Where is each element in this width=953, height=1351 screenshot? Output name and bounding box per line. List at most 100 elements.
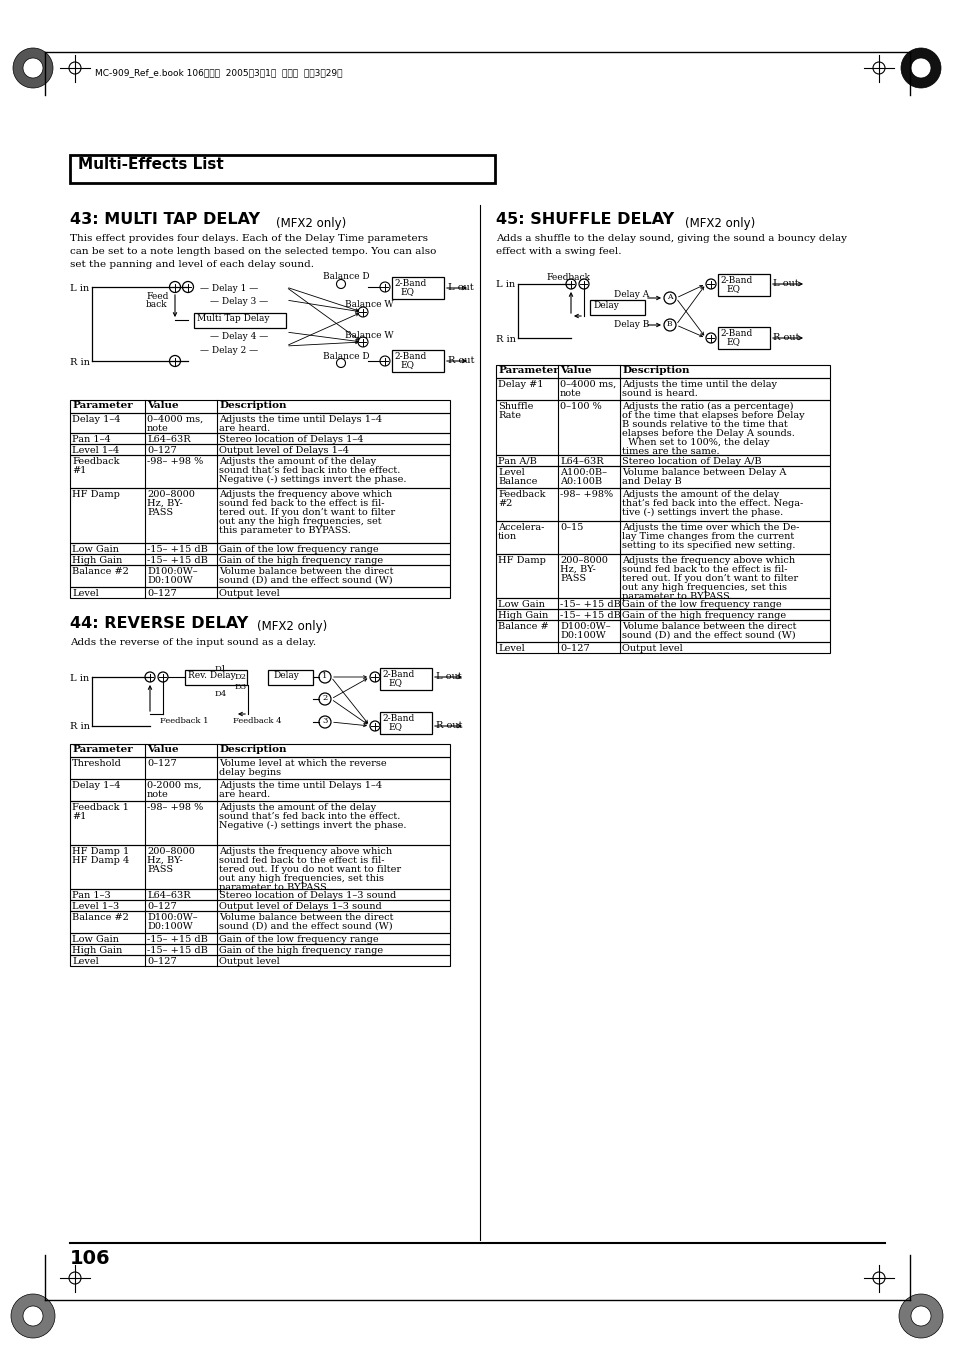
- Text: and Delay B: and Delay B: [621, 477, 681, 486]
- Text: Volume balance between the direct: Volume balance between the direct: [219, 913, 393, 921]
- Text: HF Damp 4: HF Damp 4: [71, 857, 129, 865]
- Bar: [70, 757, 450, 780]
- Bar: [589, 300, 644, 315]
- Text: note: note: [147, 790, 169, 798]
- Text: sound that’s fed back into the effect.: sound that’s fed back into the effect.: [219, 466, 400, 476]
- Circle shape: [663, 319, 676, 331]
- Text: sound (D) and the effect sound (W): sound (D) and the effect sound (W): [219, 576, 393, 585]
- Text: D100:0W–: D100:0W–: [147, 567, 197, 576]
- Text: #2: #2: [497, 499, 512, 508]
- Text: 0-2000 ms,: 0-2000 ms,: [147, 781, 201, 790]
- Bar: [185, 670, 247, 685]
- Text: Delay B: Delay B: [614, 320, 649, 330]
- Text: tion: tion: [497, 532, 517, 540]
- Bar: [496, 609, 829, 620]
- Text: Accelera-: Accelera-: [497, 523, 544, 532]
- Text: D2: D2: [234, 673, 247, 681]
- Bar: [496, 378, 829, 400]
- Text: Volume balance between the direct: Volume balance between the direct: [219, 567, 393, 576]
- Bar: [70, 400, 450, 413]
- Text: Negative (-) settings invert the phase.: Negative (-) settings invert the phase.: [219, 821, 406, 830]
- Text: back: back: [146, 300, 168, 309]
- Text: lay Time changes from the current: lay Time changes from the current: [621, 532, 794, 540]
- Circle shape: [318, 671, 331, 684]
- Text: Balance: Balance: [497, 477, 537, 486]
- Text: -15– +15 dB: -15– +15 dB: [559, 611, 620, 620]
- Text: Level 1–4: Level 1–4: [71, 446, 119, 455]
- Text: L in: L in: [496, 280, 515, 289]
- Text: Output level of Delays 1–4: Output level of Delays 1–4: [219, 446, 349, 455]
- Bar: [70, 543, 450, 554]
- Text: 0–127: 0–127: [147, 759, 176, 767]
- Text: Balance W: Balance W: [345, 331, 394, 340]
- Text: -15– +15 dB: -15– +15 dB: [147, 544, 208, 554]
- Text: -98– +98%: -98– +98%: [559, 490, 613, 499]
- Text: Value: Value: [559, 366, 591, 376]
- Text: Hz, BY-: Hz, BY-: [559, 565, 595, 574]
- Text: 0–127: 0–127: [147, 446, 176, 455]
- Bar: [70, 155, 495, 182]
- Text: times are the same.: times are the same.: [621, 447, 719, 457]
- Text: sound fed back to the effect is fil-: sound fed back to the effect is fil-: [219, 499, 384, 508]
- Bar: [268, 670, 313, 685]
- Text: (MFX2 only): (MFX2 only): [684, 218, 755, 230]
- Text: D1: D1: [214, 665, 227, 673]
- Text: Pan 1–4: Pan 1–4: [71, 435, 111, 444]
- Text: MC-909_Ref_e.book 106ページ  2005年3月1日  火曜日  午後3時29分: MC-909_Ref_e.book 106ページ 2005年3月1日 火曜日 午…: [95, 68, 342, 77]
- Bar: [496, 400, 829, 455]
- Text: Pan A/B: Pan A/B: [497, 457, 537, 466]
- Text: sound fed back to the effect is fil-: sound fed back to the effect is fil-: [219, 857, 384, 865]
- Bar: [496, 365, 829, 378]
- Text: Low Gain: Low Gain: [71, 935, 119, 944]
- Text: Feedback 1: Feedback 1: [71, 802, 129, 812]
- Text: Adjusts the time until the delay: Adjusts the time until the delay: [621, 380, 776, 389]
- Text: 2-Band: 2-Band: [381, 713, 414, 723]
- Text: Adjusts the amount of the delay: Adjusts the amount of the delay: [219, 802, 375, 812]
- Text: Feedback: Feedback: [545, 273, 589, 282]
- Bar: [496, 554, 829, 598]
- Bar: [70, 780, 450, 801]
- Text: elapses before the Delay A sounds.: elapses before the Delay A sounds.: [621, 430, 794, 438]
- Text: 0–127: 0–127: [147, 589, 176, 598]
- Text: L64–63R: L64–63R: [147, 892, 191, 900]
- Text: Adjusts the time until Delays 1–4: Adjusts the time until Delays 1–4: [219, 781, 382, 790]
- Text: Low Gain: Low Gain: [497, 600, 544, 609]
- Text: Adjusts the amount of the delay: Adjusts the amount of the delay: [621, 490, 779, 499]
- Text: Output level of Delays 1–3 sound: Output level of Delays 1–3 sound: [219, 902, 381, 911]
- Circle shape: [23, 58, 43, 78]
- Text: Delay 1–4: Delay 1–4: [71, 415, 120, 424]
- Text: D0:100W: D0:100W: [559, 631, 605, 640]
- Text: note: note: [147, 424, 169, 434]
- Text: tered out. If you do not want to filter: tered out. If you do not want to filter: [219, 865, 400, 874]
- Text: out any high frequencies, set this: out any high frequencies, set this: [219, 874, 384, 884]
- Text: R out: R out: [436, 721, 462, 730]
- Text: 2: 2: [322, 694, 327, 703]
- Circle shape: [318, 693, 331, 705]
- Bar: [70, 955, 450, 966]
- Text: Gain of the high frequency range: Gain of the high frequency range: [219, 557, 383, 565]
- Text: (MFX2 only): (MFX2 only): [275, 218, 346, 230]
- Text: of the time that elapses before Delay: of the time that elapses before Delay: [621, 411, 803, 420]
- Text: note: note: [559, 389, 581, 399]
- Text: D3: D3: [234, 684, 247, 690]
- Text: -15– +15 dB: -15– +15 dB: [147, 935, 208, 944]
- Text: D4: D4: [214, 690, 227, 698]
- Text: sound (D) and the effect sound (W): sound (D) and the effect sound (W): [621, 631, 795, 640]
- Text: Multi Tap Delay: Multi Tap Delay: [196, 313, 269, 323]
- Text: Hz, BY-: Hz, BY-: [147, 857, 183, 865]
- Text: A: A: [666, 293, 672, 301]
- Text: 2-Band: 2-Band: [394, 280, 426, 288]
- Circle shape: [910, 1306, 930, 1325]
- Text: Adds the reverse of the input sound as a delay.: Adds the reverse of the input sound as a…: [70, 638, 315, 647]
- Text: Threshold: Threshold: [71, 759, 122, 767]
- Text: effect with a swing feel.: effect with a swing feel.: [496, 247, 620, 255]
- Text: Multi-Effects List: Multi-Effects List: [78, 157, 224, 172]
- Text: Delay #1: Delay #1: [497, 380, 543, 389]
- Text: Adjusts the frequency above which: Adjusts the frequency above which: [621, 557, 794, 565]
- Text: Output level: Output level: [219, 957, 279, 966]
- Text: that’s fed back into the effect. Nega-: that’s fed back into the effect. Nega-: [621, 499, 802, 508]
- Text: Gain of the high frequency range: Gain of the high frequency range: [621, 611, 785, 620]
- Text: Feed: Feed: [146, 292, 168, 301]
- Text: 0–127: 0–127: [559, 644, 589, 653]
- Text: R out: R out: [448, 357, 474, 365]
